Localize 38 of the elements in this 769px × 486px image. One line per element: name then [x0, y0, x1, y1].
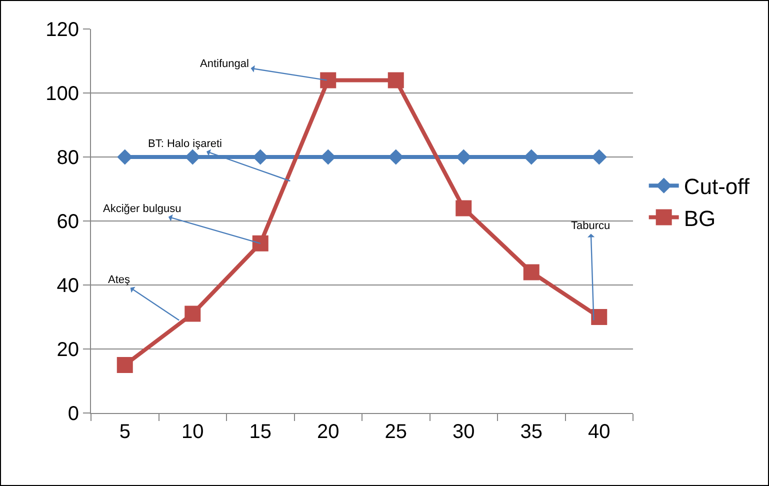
x-tick-label: 30	[452, 421, 475, 443]
point	[252, 235, 268, 252]
point	[116, 357, 133, 373]
annotation: Ateş	[108, 274, 131, 286]
point	[320, 72, 336, 88]
point	[523, 264, 540, 280]
legend-label: BG	[684, 206, 716, 231]
annotation: BT: Halo işareti	[148, 138, 222, 150]
point	[591, 149, 607, 165]
annotation: Akciğer bulgusu	[103, 203, 182, 215]
y-tick-label: 20	[56, 339, 79, 361]
y-tick-label: 60	[56, 211, 79, 233]
annotation: Taburcu	[571, 220, 610, 232]
y-tick-label: 0	[68, 403, 79, 425]
point	[320, 149, 336, 165]
x-tick-label: 20	[317, 421, 340, 443]
x-tick-label: 35	[520, 421, 543, 443]
legend-label: Cut-off	[684, 174, 750, 200]
x-tick-label: 15	[249, 421, 272, 443]
point	[456, 149, 472, 165]
point	[388, 72, 404, 88]
y-tick-label: 80	[56, 147, 79, 169]
point	[184, 306, 201, 322]
x-tick-label: 10	[182, 421, 204, 443]
y-tick-label: 120	[46, 19, 79, 41]
point	[524, 149, 540, 165]
y-tick-label: 100	[46, 83, 79, 105]
annotation: Antifungal	[200, 58, 249, 70]
point	[184, 149, 200, 165]
point	[456, 200, 472, 216]
point	[117, 149, 133, 165]
x-tick-label: 5	[119, 421, 130, 443]
point	[591, 309, 608, 325]
point	[252, 149, 268, 165]
x-tick-label: 40	[588, 421, 610, 443]
x-tick-label: 25	[384, 421, 408, 443]
point	[388, 149, 404, 165]
y-tick-label: 40	[56, 275, 79, 297]
